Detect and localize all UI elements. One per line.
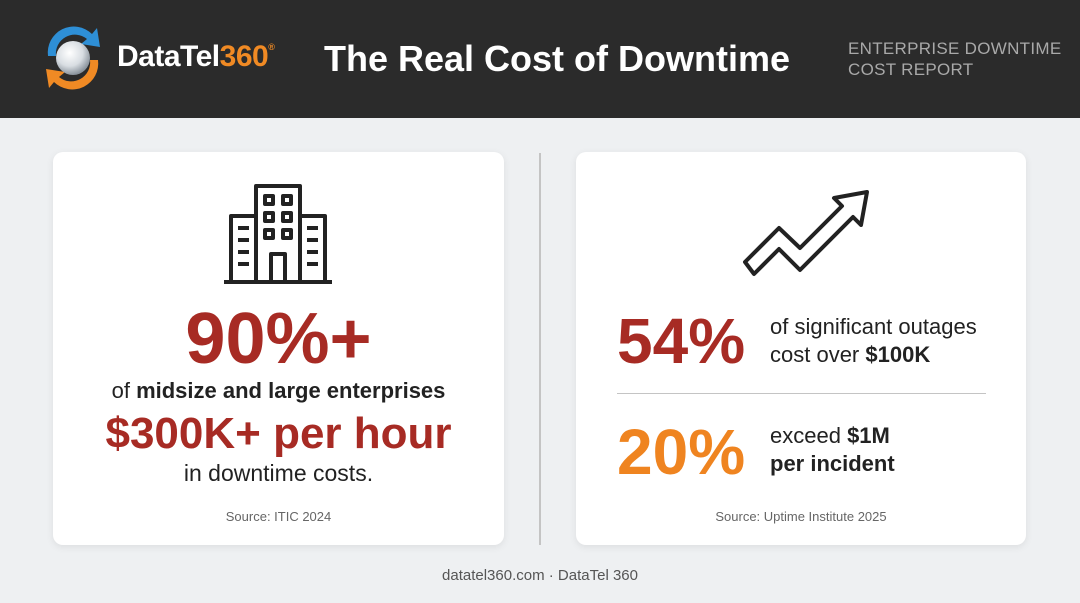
vertical-divider <box>539 153 541 545</box>
office-building-icon <box>224 184 332 284</box>
stat-incident-percent: 20% <box>617 416 746 488</box>
page-title: The Real Cost of Downtime <box>324 38 791 79</box>
stat-enterprises-percent: 90%+ <box>185 299 372 379</box>
stat-outages-description: of significant outages cost over $100K <box>770 314 977 367</box>
stat-enterprises-subject: of midsize and large enterprises <box>111 378 446 403</box>
stat-card-enterprises <box>53 152 504 545</box>
report-label: ENTERPRISE DOWNTIME COST REPORT <box>848 39 1062 79</box>
source-itic: Source: ITIC 2024 <box>225 509 332 524</box>
circular-arrows-globe-logo <box>46 26 100 90</box>
stat-card-outages <box>576 152 1026 545</box>
footer-text: datatel360.com · DataTel 360 <box>442 567 638 584</box>
stat-incident-description: exceed $1M per incident <box>770 423 895 476</box>
brand-wordmark: DataTel360® <box>117 40 275 73</box>
stat-outages-percent: 54% <box>617 305 746 377</box>
header-bar: DataTel360® The Real Cost of Downtime EN… <box>0 0 1080 118</box>
stat-cost-caption: in downtime costs. <box>183 460 374 486</box>
horizontal-divider <box>617 393 986 394</box>
trend-up-arrow-icon <box>743 190 869 276</box>
source-uptime-institute: Source: Uptime Institute 2025 <box>715 509 887 524</box>
stat-cost-per-hour: $300K+ per hour <box>105 409 452 458</box>
